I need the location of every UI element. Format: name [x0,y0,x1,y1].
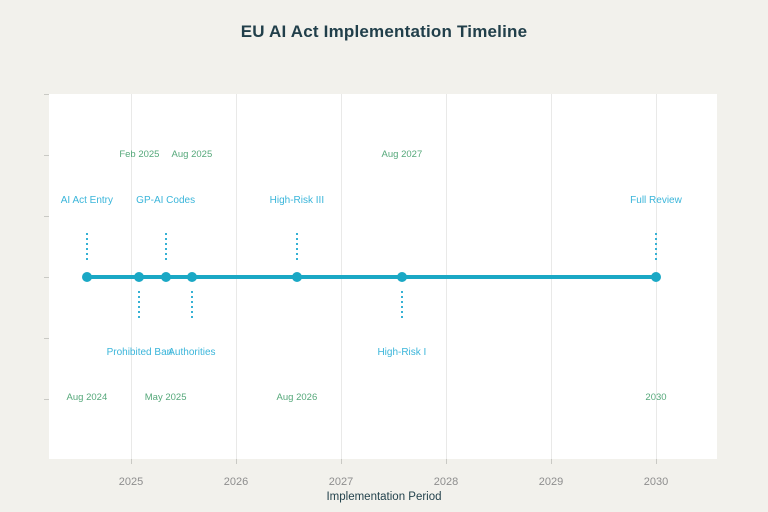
milestone-date: 2030 [645,392,667,403]
y-axis-tick [44,155,49,156]
milestone-date: May 2025 [144,392,187,403]
chart-title: EU AI Act Implementation Timeline [240,22,528,41]
milestone-dot [291,272,302,282]
milestone-dot [186,272,197,282]
timeline-line [86,275,656,279]
x-axis-tick [551,459,552,464]
y-axis-tick [44,216,49,217]
x-axis-title: Implementation Period [326,491,442,503]
milestone-date: Aug 2024 [66,392,108,403]
x-axis-tick [131,459,132,464]
milestone-dot [160,272,171,282]
milestone-dot [134,272,145,282]
x-axis-tick [341,459,342,464]
x-axis-tick-label: 2029 [538,476,564,488]
x-axis-tick [236,459,237,464]
x-axis-tick-label: 2030 [643,476,669,488]
y-axis-tick [44,277,49,278]
x-axis-tick-label: 2027 [328,476,354,488]
milestone-label: High-Risk I [377,347,427,358]
milestone-label: Authorities [168,347,216,358]
milestone-label: AI Act Entry [60,195,114,206]
x-axis-tick-label: 2025 [118,476,144,488]
milestone-connector-line [164,233,167,263]
milestone-connector-line [400,291,403,321]
x-axis-tick-label: 2028 [433,476,459,488]
plot-area: AI Act Entry Aug 2024 Prohibited Ban Feb 20… [49,94,717,459]
milestone-connector-line [295,233,298,263]
milestone-date: Aug 2025 [171,149,213,160]
milestone-connector-line [138,291,141,321]
milestone-label: High-Risk III [269,195,325,206]
milestone-connector-line [655,233,657,263]
milestone-label: Full Review [630,195,682,206]
milestone-dot [651,272,661,282]
milestone-date: Aug 2026 [276,392,318,403]
x-axis-tick [446,459,447,464]
y-axis-tick [44,94,49,95]
x-axis-tick-label: 2026 [223,476,249,488]
milestone-connector-line [85,233,88,263]
milestone-connector-line [190,291,193,321]
milestone-label: Prohibited Ban [106,347,173,358]
milestone-label: GP-AI Codes [136,195,196,206]
x-axis-tick [656,459,657,464]
milestone-dot [396,272,407,282]
milestone-date: Feb 2025 [119,149,160,160]
y-axis-tick [44,399,49,400]
milestone-date: Aug 2027 [381,149,423,160]
milestone-dot [81,272,92,282]
y-axis-tick [44,338,49,339]
